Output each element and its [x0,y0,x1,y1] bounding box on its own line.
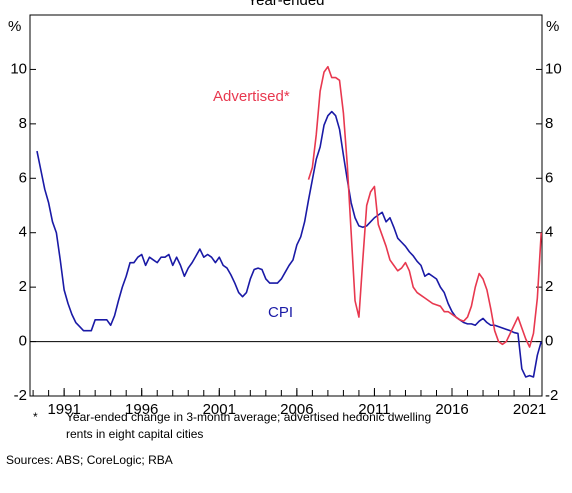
footnote-marker: * [33,410,38,424]
y2-tick-label: 4 [545,224,553,241]
footnote: Year-ended change in 3-month average; ad… [66,410,431,424]
x-tick-label: 2011 [358,401,390,418]
y-tick-label: -2 [14,387,27,404]
plot-frame [29,14,543,397]
sources: Sources: ABS; CoreLogic; RBA [6,453,173,467]
y2-tick-label: -2 [545,387,558,404]
y2-tick-label: 8 [545,115,553,132]
series-label: CPI [268,304,293,321]
x-tick-label: 2001 [203,401,236,418]
x-tick-label: 1996 [125,401,158,418]
x-tick-label: 2016 [435,401,468,418]
y2-axis-label: % [546,18,559,35]
series-line [307,65,543,348]
y-tick-label: 8 [19,115,27,132]
x-tick-label: 2006 [280,401,313,418]
y-tick-label: 2 [19,278,27,295]
footnote: rents in eight capital cities [66,427,203,441]
y2-tick-label: 2 [545,278,553,295]
y-tick-label: 6 [19,169,27,186]
chart-title: Year-ended [247,0,324,9]
y-tick-label: 0 [19,333,27,350]
x-tick-label: 2021 [513,401,546,418]
series-label: Advertised* [213,88,290,105]
y-tick-label: 10 [10,60,27,77]
x-tick-label: 1991 [47,401,80,418]
y2-tick-label: 10 [545,60,562,77]
y-axis-label: % [8,18,21,35]
y-tick-label: 4 [19,224,27,241]
y2-tick-label: 0 [545,333,553,350]
y2-tick-label: 6 [545,169,553,186]
